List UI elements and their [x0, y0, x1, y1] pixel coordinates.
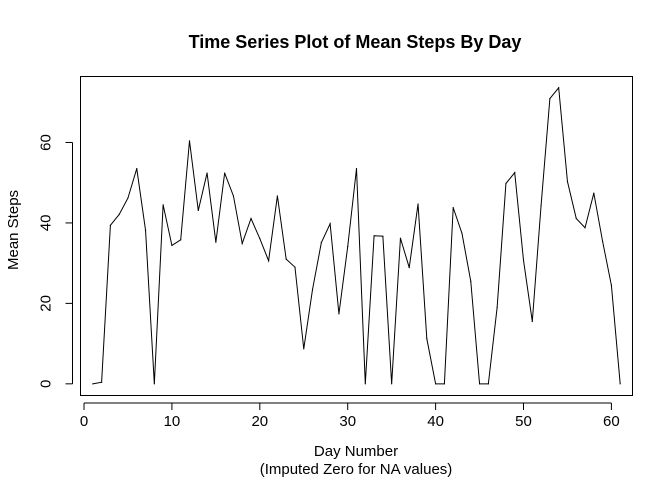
data-points [92, 87, 621, 385]
data-point [136, 168, 138, 170]
data-point [162, 204, 164, 206]
data-point [127, 197, 129, 199]
y-tick-label: 60 [38, 134, 55, 151]
x-tick-label: 60 [603, 413, 620, 430]
data-point [188, 140, 191, 142]
data-point [505, 182, 507, 185]
data-point [566, 180, 569, 183]
data-point [92, 383, 94, 385]
data-point [100, 381, 103, 383]
x-tick-label: 40 [427, 413, 444, 430]
data-point [364, 383, 366, 385]
data-point [144, 229, 147, 231]
data-point [443, 383, 445, 385]
data-point [109, 224, 111, 226]
data-point [276, 195, 278, 197]
data-point [268, 260, 270, 262]
data-point [153, 383, 155, 385]
data-point [470, 280, 472, 282]
data-point [294, 266, 296, 268]
data-point [602, 240, 604, 243]
data-point [540, 204, 542, 206]
x-axis: 0 10 20 30 40 50 60 [80, 402, 620, 430]
data-point [311, 288, 314, 290]
data-point [610, 284, 613, 286]
data-point [496, 306, 498, 309]
data-point [285, 258, 287, 260]
x-axis-sublabel: (Imputed Zero for NA values) [260, 461, 453, 478]
data-point [408, 266, 410, 269]
data-point [619, 383, 621, 385]
data-point [338, 313, 340, 315]
data-point [399, 237, 402, 239]
data-point [171, 244, 173, 247]
data-point [452, 207, 454, 209]
x-tick-label: 50 [515, 413, 532, 430]
x-axis-label: Day Number [314, 443, 398, 460]
y-axis: 0 20 40 60 [38, 134, 73, 388]
data-point [241, 242, 243, 245]
x-tick-label: 10 [164, 413, 181, 430]
y-axis-label: Mean Steps [5, 190, 22, 270]
data-point [320, 242, 322, 244]
x-tick-label: 30 [339, 413, 356, 430]
data-point [549, 98, 551, 100]
data-point [232, 195, 235, 197]
data-point [382, 235, 384, 237]
y-tick-label: 40 [38, 215, 55, 232]
y-tick-label: 0 [38, 380, 55, 388]
data-point [558, 87, 560, 89]
data-point [478, 383, 481, 385]
data-point [593, 192, 595, 194]
data-point [514, 172, 516, 174]
data-point [215, 241, 217, 243]
data-point [575, 217, 577, 220]
data-point [584, 227, 586, 229]
data-point [259, 238, 261, 240]
x-tick-label: 0 [80, 413, 88, 430]
data-point [391, 383, 393, 385]
data-point [522, 259, 525, 261]
data-point [180, 239, 182, 241]
data-point [487, 383, 489, 385]
data-point [329, 223, 331, 225]
data-point [373, 235, 375, 237]
data-point [206, 172, 208, 174]
data-point [224, 172, 226, 174]
data-point [417, 203, 419, 205]
series-line [92, 86, 621, 385]
data-point [435, 383, 437, 385]
data-point [347, 246, 349, 248]
data-point [426, 338, 428, 340]
plot-frame [80, 76, 633, 396]
data-point [197, 209, 199, 212]
x-tick-label: 20 [251, 413, 268, 430]
data-point [250, 217, 252, 220]
data-point [461, 232, 463, 234]
chart-title: Time Series Plot of Mean Steps By Day [189, 32, 522, 52]
data-point [303, 348, 305, 350]
y-tick-label: 20 [38, 295, 55, 312]
data-point [355, 168, 358, 170]
data-point [531, 320, 533, 323]
data-point [118, 213, 120, 216]
